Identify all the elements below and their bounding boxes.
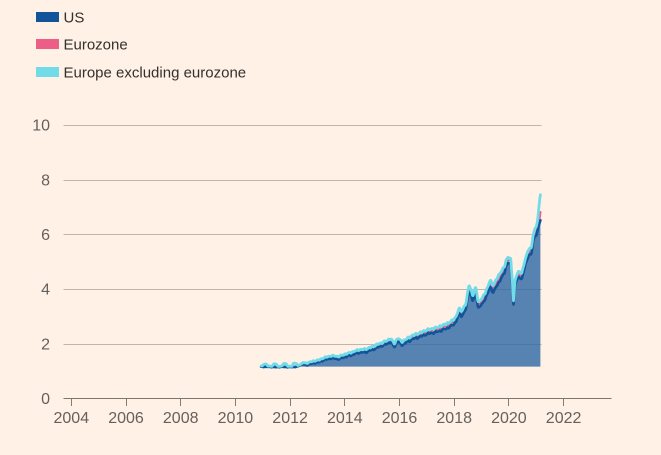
svg-text:2: 2: [41, 336, 50, 353]
svg-text:US: US: [64, 10, 85, 27]
svg-text:2010: 2010: [218, 410, 254, 427]
svg-text:4: 4: [41, 282, 50, 299]
svg-text:Eurozone: Eurozone: [64, 37, 128, 54]
svg-text:2020: 2020: [491, 410, 527, 427]
svg-text:0: 0: [41, 391, 50, 408]
svg-text:2018: 2018: [436, 410, 472, 427]
svg-text:2016: 2016: [382, 410, 418, 427]
svg-text:Europe excluding eurozone: Europe excluding eurozone: [64, 65, 247, 82]
svg-text:2004: 2004: [54, 410, 90, 427]
svg-text:2022: 2022: [546, 410, 582, 427]
svg-text:6: 6: [41, 227, 50, 244]
svg-text:2012: 2012: [272, 410, 308, 427]
svg-text:10: 10: [32, 118, 50, 135]
svg-text:2006: 2006: [108, 410, 144, 427]
svg-text:2008: 2008: [163, 410, 199, 427]
svg-text:2014: 2014: [327, 410, 363, 427]
svg-text:8: 8: [41, 172, 50, 189]
